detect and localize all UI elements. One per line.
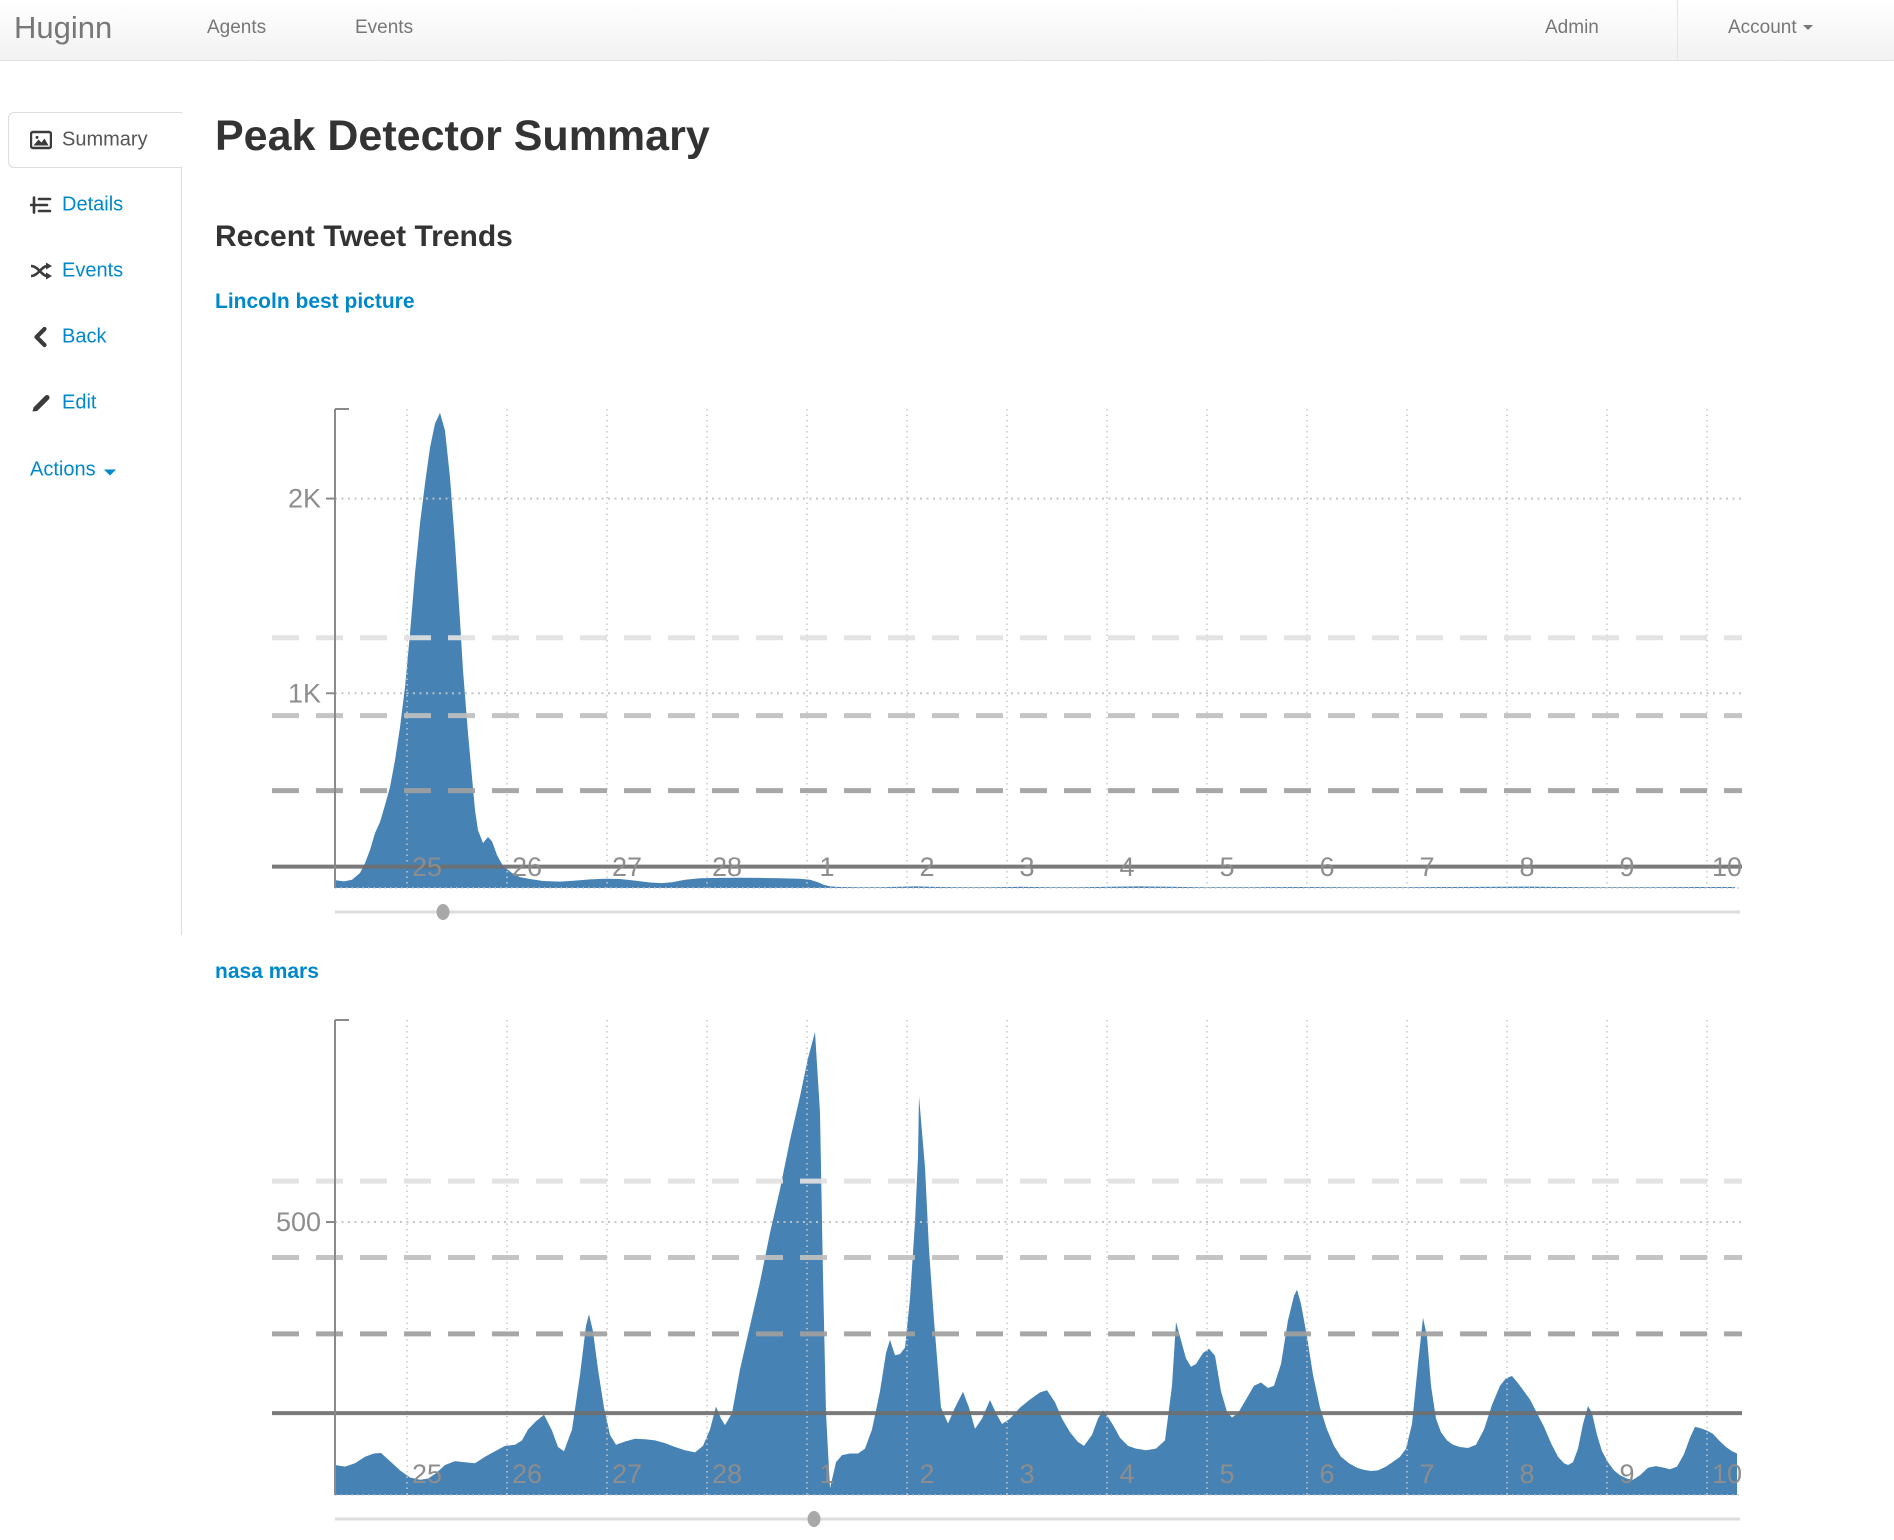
caret-down-icon xyxy=(1802,25,1813,31)
navbar-divider xyxy=(1677,0,1678,60)
actions-dropdown[interactable]: Actions xyxy=(0,452,182,488)
actions-label: Actions xyxy=(30,459,116,482)
x-tick-label: 25 xyxy=(412,1459,442,1489)
x-tick-label: 4 xyxy=(1119,852,1134,882)
picture-icon xyxy=(29,129,53,151)
x-tick-label: 7 xyxy=(1419,1459,1434,1489)
y-tick-label: 500 xyxy=(276,1207,321,1237)
area-chart-lincoln-best-picture[interactable]: 2K 1K 25 26 27 28 1 2 3 4 5 6 7 8 9 10 xyxy=(0,330,1894,950)
sidebar-item-details[interactable]: Details xyxy=(0,187,182,223)
x-tick-label: 3 xyxy=(1019,852,1034,882)
slider-handle[interactable] xyxy=(807,1511,821,1527)
caret-down-icon xyxy=(103,469,116,476)
x-tick-label: 26 xyxy=(512,852,542,882)
section-title: Recent Tweet Trends xyxy=(215,220,513,253)
x-tick-label: 1 xyxy=(819,852,834,882)
sidebar-item-summary[interactable]: Summary xyxy=(0,122,182,158)
details-icon xyxy=(29,194,52,216)
nav-item-agents[interactable]: Agents xyxy=(207,17,267,38)
x-tick-label: 25 xyxy=(412,852,442,882)
x-tick-label: 1 xyxy=(819,1459,834,1489)
x-tick-label: 10 xyxy=(1712,1459,1742,1489)
x-tick-label: 7 xyxy=(1419,852,1434,882)
y-tick-label: 2K xyxy=(288,484,321,514)
x-tick-label: 27 xyxy=(612,1459,642,1489)
brand-logo[interactable]: Huginn xyxy=(14,10,113,45)
chart-title-nasa-mars[interactable]: nasa mars xyxy=(215,960,319,983)
x-tick-label: 10 xyxy=(1712,852,1742,882)
x-tick-label: 8 xyxy=(1519,852,1534,882)
chart-title-lincoln-best-picture[interactable]: Lincoln best picture xyxy=(215,290,415,313)
nav-item-admin[interactable]: Admin xyxy=(1545,17,1599,38)
x-tick-label: 3 xyxy=(1019,1459,1034,1489)
shuffle-icon xyxy=(30,260,52,282)
y-tick-label: 1K xyxy=(288,678,321,708)
x-tick-label: 9 xyxy=(1619,1459,1634,1489)
chevron-left-icon xyxy=(30,326,52,348)
page-title: Peak Detector Summary xyxy=(215,112,710,160)
account-dropdown[interactable]: Account xyxy=(1728,17,1813,39)
top-navbar: Huginn Agents Events Admin Account xyxy=(0,0,1894,61)
sidebar-item-edit[interactable]: Edit xyxy=(0,385,182,421)
x-tick-label: 5 xyxy=(1219,852,1234,882)
x-tick-label: 6 xyxy=(1319,1459,1334,1489)
x-tick-label: 28 xyxy=(712,1459,742,1489)
x-tick-label: 4 xyxy=(1119,1459,1134,1489)
sidebar-item-label: Events xyxy=(62,259,124,282)
x-tick-label: 6 xyxy=(1319,852,1334,882)
sidebar-tab-summary-box xyxy=(8,112,183,168)
sidebar-item-label: Details xyxy=(62,193,124,216)
x-tick-label: 8 xyxy=(1519,1459,1534,1489)
sidebar-item-label: Summary xyxy=(62,128,148,151)
nav-item-events[interactable]: Events xyxy=(355,17,414,38)
sidebar-item-label: Back xyxy=(62,325,107,348)
slider-handle[interactable] xyxy=(436,904,450,920)
area-chart-nasa-mars[interactable]: 500 25 26 27 28 1 2 3 4 5 6 7 8 9 10 xyxy=(0,950,1894,1540)
sidebar-item-label: Edit xyxy=(62,391,97,414)
sidebar-item-events[interactable]: Events xyxy=(0,253,182,289)
sidebar-item-back[interactable]: Back xyxy=(0,319,182,355)
y-axis xyxy=(334,408,349,888)
x-tick-label: 2 xyxy=(919,852,934,882)
x-tick-label: 9 xyxy=(1619,852,1634,882)
account-label: Account xyxy=(1728,17,1797,38)
sidebar-border xyxy=(181,112,182,935)
x-tick-label: 2 xyxy=(919,1459,934,1489)
x-tick-label: 27 xyxy=(612,852,642,882)
pencil-icon xyxy=(30,392,52,414)
y-axis xyxy=(334,1019,349,1495)
area-series xyxy=(336,412,1735,888)
x-tick-label: 26 xyxy=(512,1459,542,1489)
area-series xyxy=(335,1032,1737,1495)
x-tick-label: 5 xyxy=(1219,1459,1234,1489)
x-tick-label: 28 xyxy=(712,852,742,882)
